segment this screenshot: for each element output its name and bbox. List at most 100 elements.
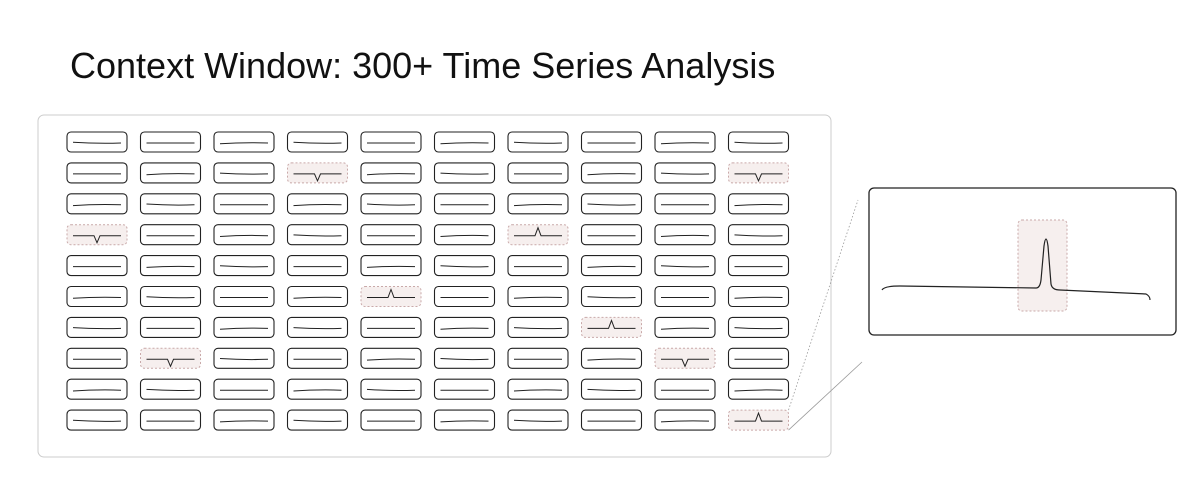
series-cell xyxy=(507,193,569,215)
series-line xyxy=(366,265,416,268)
series-box xyxy=(580,255,643,277)
series-line xyxy=(293,327,342,330)
anomaly-series-cell xyxy=(728,162,789,184)
series-cell xyxy=(727,285,790,308)
anomaly-highlight xyxy=(728,409,789,431)
series-cell xyxy=(433,193,496,215)
series-line xyxy=(734,327,783,330)
series-cell xyxy=(507,347,569,369)
series-cell xyxy=(654,193,716,215)
series-box xyxy=(139,162,202,184)
series-line xyxy=(72,296,122,299)
series-cell xyxy=(286,255,349,277)
series-box xyxy=(727,255,790,277)
series-cell xyxy=(139,224,202,246)
series-line xyxy=(219,327,269,330)
series-line xyxy=(146,358,195,368)
series-box xyxy=(139,316,202,338)
series-box xyxy=(213,409,275,431)
series-cell xyxy=(654,255,716,277)
series-line xyxy=(366,203,416,206)
series-line xyxy=(293,234,342,237)
series-cell xyxy=(66,378,128,400)
series-cell xyxy=(727,316,790,338)
series-cell xyxy=(433,224,496,246)
anomaly-highlight xyxy=(140,347,201,369)
series-line xyxy=(146,296,195,299)
series-box xyxy=(580,162,643,184)
series-cell xyxy=(139,316,202,338)
series-line xyxy=(587,173,636,176)
series-box xyxy=(507,193,569,215)
series-box xyxy=(433,347,496,369)
series-cell xyxy=(213,162,275,184)
series-box xyxy=(66,255,128,277)
series-cell xyxy=(580,378,643,400)
series-cell xyxy=(360,409,422,431)
series-box xyxy=(654,162,716,184)
series-cell xyxy=(433,316,496,338)
series-box xyxy=(433,316,496,338)
series-cell xyxy=(213,316,275,338)
series-line xyxy=(660,327,710,330)
series-cell xyxy=(507,316,569,338)
series-line xyxy=(367,288,415,298)
series-line xyxy=(146,203,195,206)
series-box xyxy=(580,378,643,400)
series-box xyxy=(66,285,128,308)
series-line xyxy=(734,234,783,237)
series-box xyxy=(727,347,790,369)
anomaly-highlight xyxy=(66,224,128,246)
series-cell xyxy=(580,193,643,215)
anomaly-highlight xyxy=(360,286,422,307)
series-box xyxy=(213,162,275,184)
series-box xyxy=(507,131,569,153)
series-box xyxy=(654,409,716,431)
series-box xyxy=(139,409,202,431)
series-cell xyxy=(66,347,128,369)
series-box xyxy=(286,378,349,400)
series-box xyxy=(507,316,569,338)
series-box xyxy=(213,193,275,215)
anomaly-series-cell xyxy=(728,409,789,431)
series-line xyxy=(293,296,342,299)
series-cell xyxy=(213,131,275,153)
series-line xyxy=(366,388,416,391)
zoom-connector-line xyxy=(788,199,859,411)
series-box xyxy=(580,285,643,308)
series-cell xyxy=(286,316,349,338)
series-cell xyxy=(360,224,422,246)
series-line xyxy=(587,358,636,361)
series-cell xyxy=(360,378,422,400)
series-box xyxy=(580,224,643,246)
series-line xyxy=(293,389,342,392)
series-line xyxy=(440,420,489,423)
series-cell xyxy=(213,224,275,246)
series-cell xyxy=(286,347,349,369)
anomaly-series-cell xyxy=(507,224,569,246)
series-line xyxy=(366,173,416,176)
series-cell xyxy=(213,255,275,277)
series-box xyxy=(360,409,422,431)
series-cell xyxy=(507,255,569,277)
series-cell xyxy=(66,285,128,308)
series-box xyxy=(286,409,349,431)
series-line xyxy=(513,141,563,144)
series-cell xyxy=(360,131,422,153)
series-cell xyxy=(360,255,422,277)
series-cell xyxy=(507,409,569,431)
series-cell xyxy=(433,162,496,184)
series-box xyxy=(360,224,422,246)
anomaly-series-cell xyxy=(581,316,642,338)
series-box xyxy=(286,255,349,277)
series-line xyxy=(73,235,121,244)
series-line xyxy=(219,172,269,175)
series-line xyxy=(734,296,783,299)
series-cell xyxy=(66,162,128,184)
series-box xyxy=(433,378,496,400)
series-cell xyxy=(66,255,128,277)
series-cell xyxy=(66,316,128,338)
series-box xyxy=(360,378,422,400)
series-cell xyxy=(213,378,275,400)
series-line xyxy=(734,141,783,144)
